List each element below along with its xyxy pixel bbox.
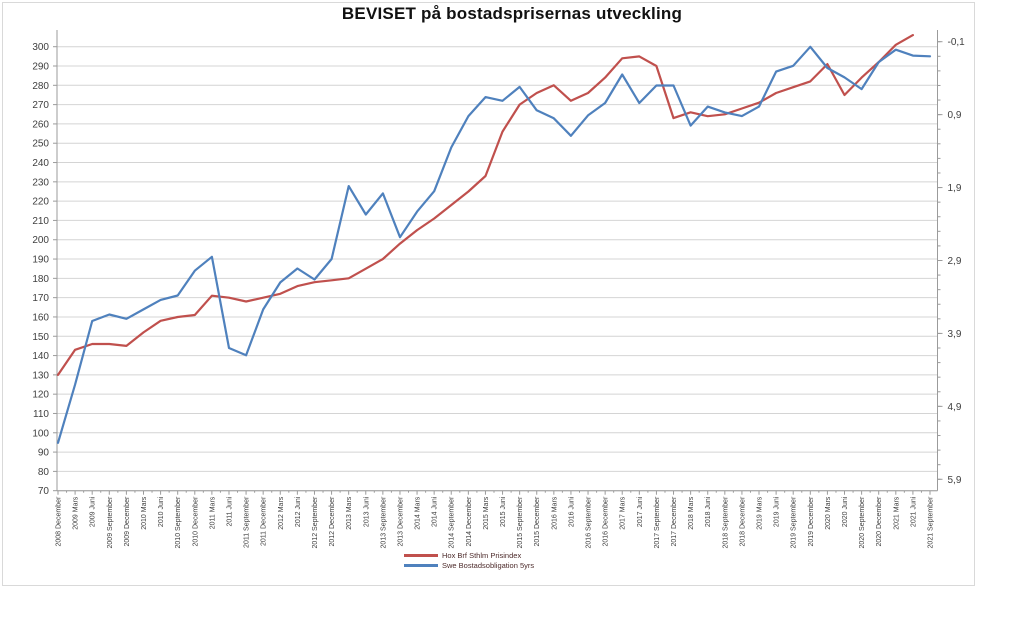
x-axis-label: 2012 Mars xyxy=(278,496,285,530)
x-axis-label: 2016 December xyxy=(603,496,610,546)
x-axis-label: 2012 September xyxy=(312,496,319,548)
series-bostadsobligation xyxy=(56,45,932,444)
left-axis-label: 120 xyxy=(32,390,49,401)
x-axis-label: 2020 September xyxy=(859,496,866,548)
x-axis-label: 2010 September xyxy=(175,496,182,548)
x-axis-label: 2009 September xyxy=(107,496,114,548)
right-axis-label: 5,9 xyxy=(948,475,962,486)
x-axis-label: 2018 Mars xyxy=(688,496,695,530)
right-axis-label: -0,1 xyxy=(948,37,966,48)
left-axis-label: 260 xyxy=(32,119,49,130)
left-axis-label: 170 xyxy=(32,293,49,304)
x-axis-label: 2017 September xyxy=(654,496,661,548)
x-axis-label: 2014 Mars xyxy=(415,496,422,530)
x-axis-label: 2011 Mars xyxy=(209,496,216,529)
left-axis-label: 90 xyxy=(38,448,50,459)
left-axis-label: 230 xyxy=(32,177,49,188)
x-axis-label: 2020 Juni xyxy=(842,496,849,527)
left-axis-label: 300 xyxy=(32,42,49,53)
left-axis-label: 280 xyxy=(32,81,49,92)
chart-title: BEVISET på bostadsprisernas utveckling xyxy=(341,4,683,23)
x-axis-label: 2012 December xyxy=(329,496,336,546)
x-axis-label: 2020 December xyxy=(876,496,883,546)
left-axis-label: 240 xyxy=(32,158,49,169)
right-axis-label: 0,9 xyxy=(948,110,962,121)
x-axis-label: 2013 Juni xyxy=(363,496,370,527)
x-axis-label: 2014 September xyxy=(449,496,456,548)
left-axis-label: 140 xyxy=(32,351,49,362)
x-axis-label: 2010 Juni xyxy=(158,496,165,527)
right-axis-label: 2,9 xyxy=(948,256,962,267)
x-axis-label: 2014 December xyxy=(466,496,473,546)
x-axis-label: 2011 September xyxy=(244,496,251,548)
left-axis-label: 210 xyxy=(32,216,49,227)
legend-label-hox: Hox Brf Sthlm Prisindex xyxy=(442,550,522,560)
legend-item-bond: Swe Bostadsobligation 5yrs xyxy=(404,561,534,570)
x-axis-label: 2015 December xyxy=(534,496,541,546)
x-axis-label: 2009 Juni xyxy=(90,496,97,527)
legend-label-bond: Swe Bostadsobligation 5yrs xyxy=(442,560,535,570)
x-axis-label: 2013 December xyxy=(397,496,404,546)
left-axis-label: 100 xyxy=(32,428,49,439)
x-axis-label: 2011 Juni xyxy=(226,496,233,526)
x-axis-label: 2021 September xyxy=(928,496,935,548)
x-axis-label: 2010 Mars xyxy=(141,496,148,530)
x-axis-label: 2008 December xyxy=(56,496,63,546)
x-axis-label: 2016 Juni xyxy=(568,496,575,527)
left-axis-label: 130 xyxy=(32,370,49,381)
x-axis-label: 2019 Juni xyxy=(774,496,781,527)
x-axis-label: 2021 Mars xyxy=(893,496,900,530)
series-hox-prisindex xyxy=(56,33,915,376)
x-axis-label: 2012 Juni xyxy=(295,496,302,527)
x-axis-label: 2013 September xyxy=(380,496,387,548)
x-axis-label: 2019 Mars xyxy=(757,496,764,530)
left-axis-label: 200 xyxy=(32,235,49,246)
x-axis-label: 2009 December xyxy=(124,496,131,546)
left-axis-label: 290 xyxy=(32,62,49,73)
right-axis-label: 4,9 xyxy=(948,402,962,413)
legend-line-red xyxy=(404,554,438,557)
x-axis-label: 2014 Juni xyxy=(432,496,439,527)
left-axis-label: 70 xyxy=(38,486,50,497)
x-axis-label: 2016 September xyxy=(586,496,593,548)
left-axis-label: 150 xyxy=(32,332,49,343)
left-axis-label: 160 xyxy=(32,312,49,323)
x-axis-label: 2019 December xyxy=(808,496,815,546)
left-axis-label: 180 xyxy=(32,274,49,285)
x-axis-label: 2015 September xyxy=(517,496,524,548)
x-axis-label: 2017 Juni xyxy=(637,496,644,527)
x-axis-label: 2016 Mars xyxy=(551,496,558,530)
x-axis-label: 2015 Mars xyxy=(483,496,490,530)
left-axis-label: 220 xyxy=(32,197,49,208)
x-axis-label: 2018 December xyxy=(739,496,746,546)
right-axis-label: 1,9 xyxy=(948,183,962,194)
x-axis-label: 2018 Juni xyxy=(705,496,712,527)
left-axis-label: 270 xyxy=(32,100,49,111)
x-axis-label: 2010 December xyxy=(192,496,199,546)
x-axis-label: 2020 Mars xyxy=(825,496,832,530)
left-axis-label: 80 xyxy=(38,467,50,478)
legend-item-hox: Hox Brf Sthlm Prisindex xyxy=(404,551,534,560)
x-axis-label: 2011 December xyxy=(261,496,268,546)
x-axis-label: 2013 Mars xyxy=(346,496,353,530)
legend: Hox Brf Sthlm Prisindex Swe Bostadsoblig… xyxy=(404,551,534,570)
x-axis-label: 2017 Mars xyxy=(620,496,627,530)
x-axis-label: 2021 Juni xyxy=(910,496,917,527)
chart-frame xyxy=(2,2,975,586)
left-axis-label: 110 xyxy=(33,409,49,420)
left-axis-label: 190 xyxy=(32,255,49,266)
x-axis-label: 2018 September xyxy=(722,496,729,548)
right-axis-label: 3,9 xyxy=(948,329,962,340)
left-axis-label: 250 xyxy=(32,139,49,150)
x-axis-label: 2019 September xyxy=(791,496,798,548)
legend-line-blue xyxy=(404,564,438,567)
x-axis-label: 2017 December xyxy=(671,496,678,546)
x-axis-label: 2009 Mars xyxy=(73,496,80,530)
x-axis-label: 2015 Juni xyxy=(500,496,507,527)
